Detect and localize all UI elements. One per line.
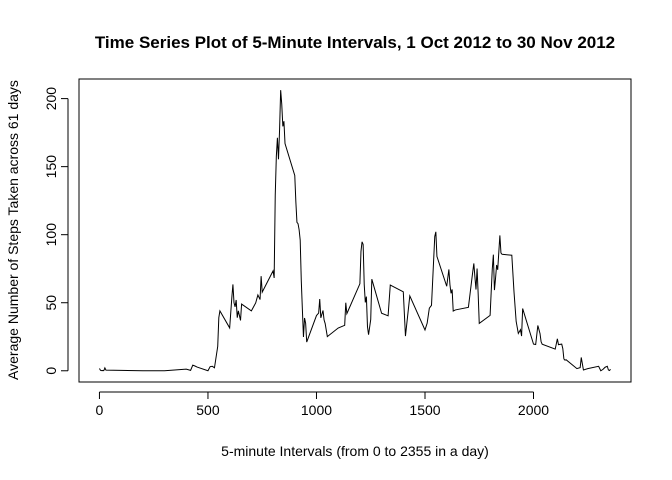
y-tick-label: 100	[43, 223, 59, 247]
x-tick-label: 500	[196, 402, 220, 418]
x-tick-label: 1500	[409, 402, 440, 418]
y-tick-label: 200	[43, 87, 59, 111]
y-axis-label: Average Number of Steps Taken across 61 …	[5, 80, 21, 380]
x-tick-label: 1000	[301, 402, 332, 418]
y-tick-label: 0	[43, 367, 59, 375]
y-tick-label: 50	[43, 295, 59, 311]
x-tick-label: 0	[96, 402, 104, 418]
plot-box	[78, 78, 632, 383]
x-tick-label: 2000	[518, 402, 549, 418]
y-tick-label: 150	[43, 155, 59, 179]
data-line	[99, 90, 611, 372]
chart-title: Time Series Plot of 5-Minute Intervals, …	[95, 33, 615, 52]
x-axis-label: 5-minute Intervals (from 0 to 2355 in a …	[221, 443, 489, 459]
